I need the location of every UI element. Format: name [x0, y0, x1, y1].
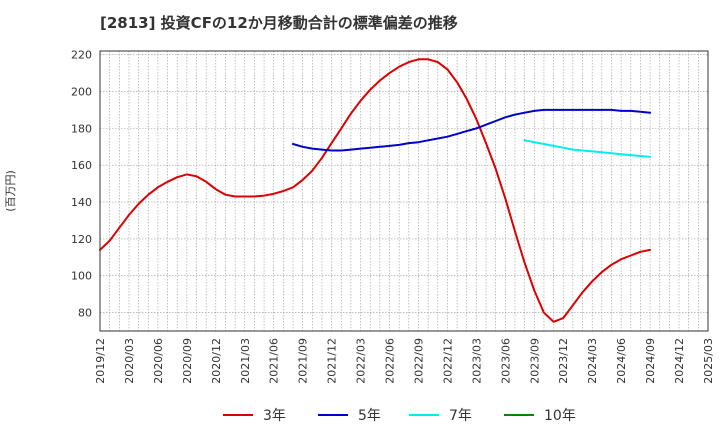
- y-tick-label: 220: [71, 49, 92, 62]
- y-tick-label: 100: [71, 270, 92, 283]
- x-tick-label: 2023/12: [557, 338, 570, 384]
- legend: 3年 5年 7年 10年: [223, 408, 576, 424]
- x-tick-label: 2023/03: [470, 338, 483, 384]
- x-tick-label: 2020/12: [210, 338, 223, 384]
- x-tick-label: 2022/09: [412, 338, 425, 384]
- x-axis: 2019/12 2020/03 2020/06 2020/09 2020/12 2021/…: [94, 338, 715, 384]
- plot-background: [100, 51, 708, 331]
- x-tick-label: 2021/12: [326, 338, 339, 384]
- y-tick-label: 120: [71, 233, 92, 246]
- x-tick-label: 2020/06: [152, 338, 165, 384]
- y-tick-label: 180: [71, 122, 92, 135]
- y-axis: 80 100 120 140 160 180 200 220: [71, 49, 92, 320]
- x-tick-label: 2024/03: [586, 338, 599, 384]
- x-tick-label: 2024/12: [673, 338, 686, 384]
- x-tick-label: 2021/09: [297, 338, 310, 384]
- series-line-2: [292, 108, 652, 152]
- legend-label: 5年: [358, 408, 381, 424]
- x-tick-label: 2020/03: [123, 338, 136, 384]
- series-line-1: [99, 58, 652, 323]
- x-tick-label: 2020/09: [181, 338, 194, 384]
- x-tick-label: 2025/03: [702, 338, 715, 384]
- plot-frame: [99, 50, 709, 332]
- x-tick-label: 2022/06: [384, 338, 397, 384]
- legend-label: 7年: [449, 408, 472, 424]
- x-tick-label: 2021/03: [239, 338, 252, 384]
- grid-layer: [99, 51, 709, 331]
- chart-title: [2813] 投資CFの12か月移動合計の標準偏差の推移: [100, 14, 458, 32]
- series-layer: [99, 58, 652, 323]
- legend-label: 10年: [544, 408, 576, 424]
- y-axis-label: (百万円): [4, 170, 17, 212]
- y-tick-label: 80: [78, 307, 92, 320]
- y-tick-label: 140: [71, 196, 92, 209]
- x-tick-label: 2024/09: [644, 338, 657, 384]
- x-tick-label: 2019/12: [94, 338, 107, 384]
- series-line-3: [523, 139, 652, 158]
- x-tick-label: 2022/12: [441, 338, 454, 384]
- x-tick-label: 2023/09: [528, 338, 541, 384]
- y-tick-label: 160: [71, 159, 92, 172]
- x-tick-label: 2021/06: [268, 338, 281, 384]
- y-tick-label: 200: [71, 86, 92, 99]
- legend-label: 3年: [263, 408, 286, 424]
- x-tick-label: 2023/06: [499, 338, 512, 384]
- x-tick-label: 2024/06: [615, 338, 628, 384]
- x-tick-label: 2022/03: [355, 338, 368, 384]
